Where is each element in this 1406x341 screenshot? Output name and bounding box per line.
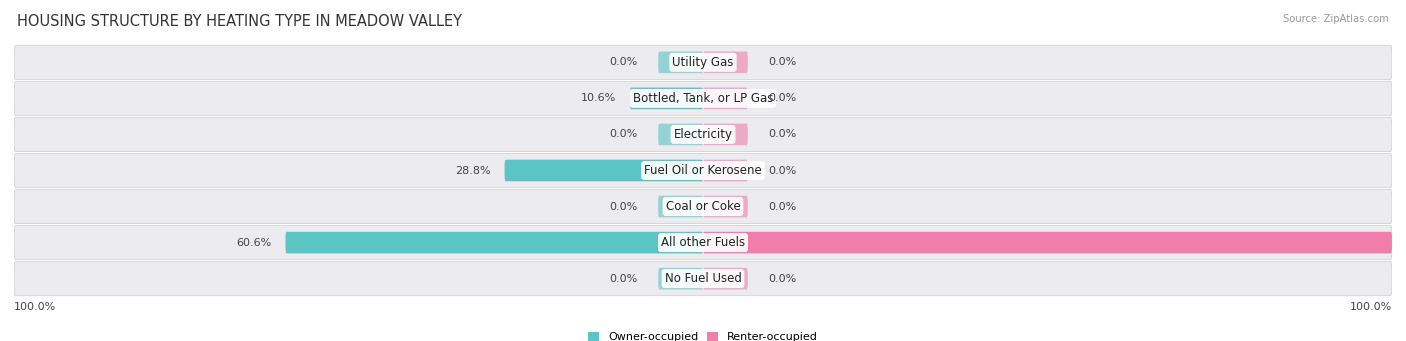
Text: Fuel Oil or Kerosene: Fuel Oil or Kerosene (644, 164, 762, 177)
Text: Bottled, Tank, or LP Gas: Bottled, Tank, or LP Gas (633, 92, 773, 105)
Text: 10.6%: 10.6% (581, 93, 616, 103)
FancyBboxPatch shape (703, 124, 748, 145)
FancyBboxPatch shape (14, 262, 1392, 296)
FancyBboxPatch shape (703, 88, 748, 109)
FancyBboxPatch shape (703, 196, 748, 217)
FancyBboxPatch shape (703, 160, 748, 181)
Text: 100.0%: 100.0% (1350, 302, 1392, 312)
FancyBboxPatch shape (630, 88, 703, 109)
FancyBboxPatch shape (285, 232, 703, 253)
Text: 0.0%: 0.0% (769, 93, 797, 103)
FancyBboxPatch shape (658, 124, 703, 145)
Text: 0.0%: 0.0% (609, 273, 637, 284)
FancyBboxPatch shape (14, 190, 1392, 224)
Text: 0.0%: 0.0% (769, 130, 797, 139)
FancyBboxPatch shape (14, 153, 1392, 188)
Text: 0.0%: 0.0% (609, 202, 637, 211)
FancyBboxPatch shape (14, 45, 1392, 79)
Text: 0.0%: 0.0% (769, 57, 797, 68)
FancyBboxPatch shape (658, 196, 703, 217)
Text: No Fuel Used: No Fuel Used (665, 272, 741, 285)
Text: 60.6%: 60.6% (236, 238, 271, 248)
FancyBboxPatch shape (703, 232, 1392, 253)
FancyBboxPatch shape (703, 268, 748, 290)
Text: 0.0%: 0.0% (769, 202, 797, 211)
FancyBboxPatch shape (14, 81, 1392, 116)
FancyBboxPatch shape (14, 225, 1392, 260)
Text: 0.0%: 0.0% (769, 273, 797, 284)
Text: All other Fuels: All other Fuels (661, 236, 745, 249)
Text: 100.0%: 100.0% (14, 302, 56, 312)
Text: Source: ZipAtlas.com: Source: ZipAtlas.com (1284, 14, 1389, 24)
FancyBboxPatch shape (658, 268, 703, 290)
Text: 0.0%: 0.0% (609, 130, 637, 139)
Text: HOUSING STRUCTURE BY HEATING TYPE IN MEADOW VALLEY: HOUSING STRUCTURE BY HEATING TYPE IN MEA… (17, 14, 463, 29)
Text: Electricity: Electricity (673, 128, 733, 141)
Text: Utility Gas: Utility Gas (672, 56, 734, 69)
Legend: Owner-occupied, Renter-occupied: Owner-occupied, Renter-occupied (583, 327, 823, 341)
FancyBboxPatch shape (505, 160, 703, 181)
FancyBboxPatch shape (14, 117, 1392, 151)
Text: Coal or Coke: Coal or Coke (665, 200, 741, 213)
FancyBboxPatch shape (658, 51, 703, 73)
Text: 0.0%: 0.0% (769, 165, 797, 176)
Text: 28.8%: 28.8% (456, 165, 491, 176)
Text: 0.0%: 0.0% (609, 57, 637, 68)
FancyBboxPatch shape (703, 51, 748, 73)
